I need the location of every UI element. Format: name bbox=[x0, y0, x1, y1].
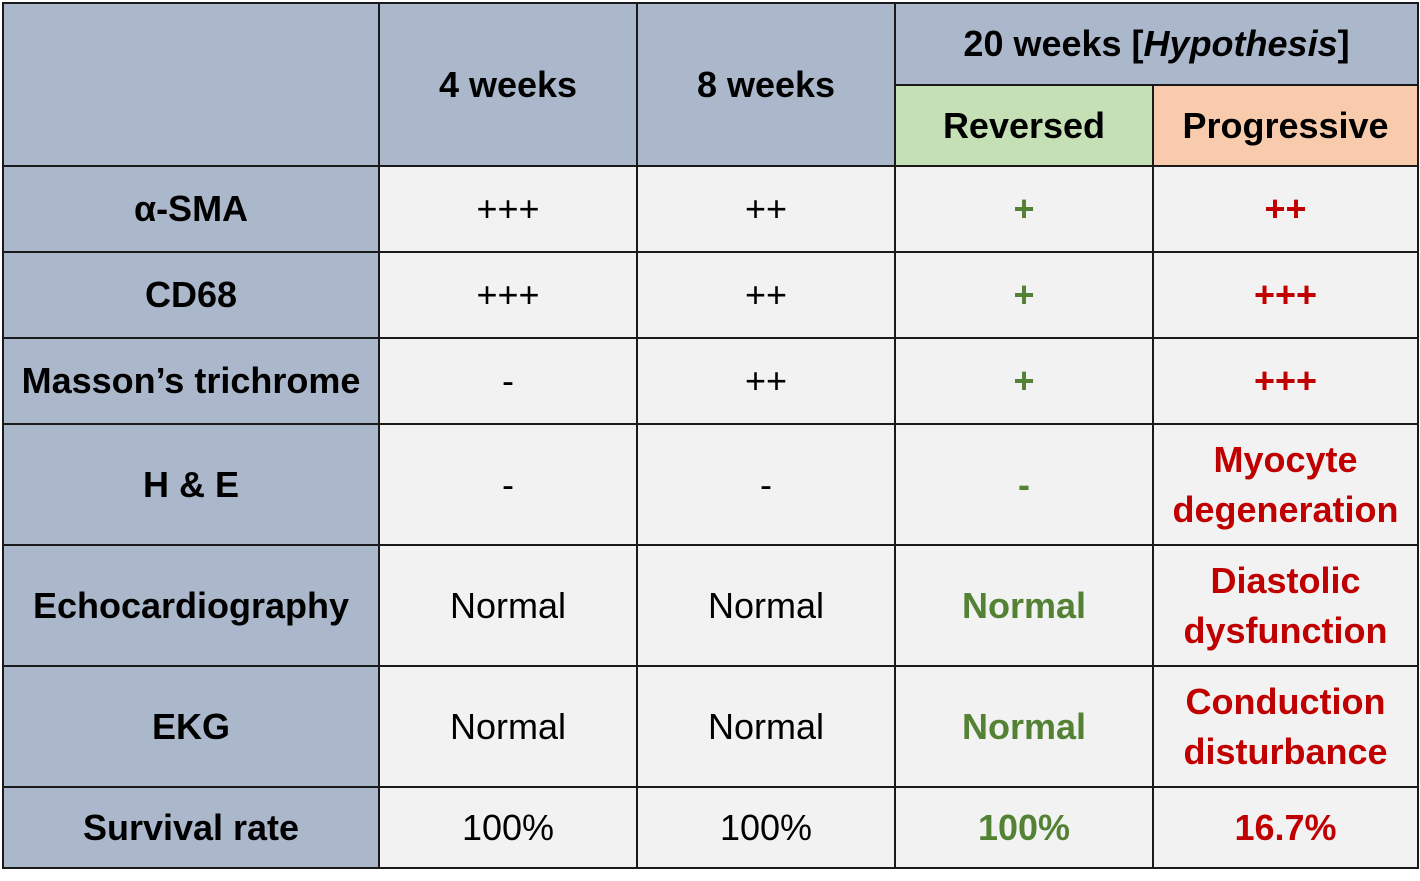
cell-8-weeks: Normal bbox=[636, 665, 896, 788]
cell-reversed: + bbox=[894, 337, 1154, 425]
cell-4-weeks: Normal bbox=[378, 544, 638, 667]
cell-4-weeks: - bbox=[378, 337, 638, 425]
cell-reversed: 100% bbox=[894, 786, 1154, 869]
cell-progressive: +++ bbox=[1151, 337, 1420, 425]
cell-progressive: Diastolic dysfunction bbox=[1151, 544, 1420, 667]
cell-4-weeks: +++ bbox=[378, 251, 638, 339]
cell-progressive-line1: Conduction bbox=[1185, 680, 1386, 722]
row-label-ekg: EKG bbox=[2, 665, 380, 788]
table-row: Masson’s trichrome - ++ + +++ bbox=[2, 337, 1420, 425]
cell-progressive: +++ bbox=[1151, 251, 1420, 339]
cell-8-weeks: ++ bbox=[636, 165, 896, 253]
header-4-weeks: 4 weeks bbox=[378, 2, 638, 167]
cell-4-weeks: 100% bbox=[378, 786, 638, 869]
cell-8-weeks: Normal bbox=[636, 544, 896, 667]
cell-8-weeks: 100% bbox=[636, 786, 896, 869]
table-row: α-SMA +++ ++ + ++ bbox=[2, 165, 1420, 253]
cell-4-weeks: Normal bbox=[378, 665, 638, 788]
row-label-masson: Masson’s trichrome bbox=[2, 337, 380, 425]
cell-reversed: + bbox=[894, 251, 1154, 339]
table-row: Echocardiography Normal Normal Normal Di… bbox=[2, 544, 1420, 667]
cell-progressive: Conduction disturbance bbox=[1151, 665, 1420, 788]
cell-4-weeks: - bbox=[378, 423, 638, 546]
cell-reversed: - bbox=[894, 423, 1154, 546]
cell-progressive: Myocyte degeneration bbox=[1151, 423, 1420, 546]
cell-progressive: 16.7% bbox=[1151, 786, 1420, 869]
row-label-asma: α-SMA bbox=[2, 165, 380, 253]
header-8-weeks: 8 weeks bbox=[636, 2, 896, 167]
table-row: CD68 +++ ++ + +++ bbox=[2, 251, 1420, 339]
cell-progressive-line2: disturbance bbox=[1183, 730, 1388, 772]
header-20-weeks-prefix: 20 weeks [ bbox=[963, 23, 1144, 64]
header-corner-cell bbox=[2, 2, 380, 167]
row-label-he: H & E bbox=[2, 423, 380, 546]
cell-8-weeks: - bbox=[636, 423, 896, 546]
header-20-weeks: 20 weeks [Hypothesis] bbox=[893, 2, 1420, 86]
row-label-cd68: CD68 bbox=[2, 251, 380, 339]
table-row: EKG Normal Normal Normal Conduction distu… bbox=[2, 665, 1420, 788]
table-row: Survival rate 100% 100% 100% 16.7% bbox=[2, 786, 1420, 869]
cell-progressive-line2: degeneration bbox=[1172, 488, 1399, 530]
cell-progressive-line2: dysfunction bbox=[1183, 609, 1388, 651]
cell-progressive-line1: Myocyte bbox=[1213, 438, 1358, 480]
header-row-top: 4 weeks 8 weeks 20 weeks [Hypothesis] bbox=[2, 2, 1420, 167]
cell-reversed: Normal bbox=[894, 544, 1154, 667]
header-20-weeks-suffix: ] bbox=[1337, 23, 1350, 64]
cell-reversed: + bbox=[894, 165, 1154, 253]
cell-progressive: ++ bbox=[1151, 165, 1420, 253]
cell-progressive-line1: Diastolic bbox=[1210, 559, 1361, 601]
row-label-echocardiography: Echocardiography bbox=[2, 544, 380, 667]
cell-reversed: Normal bbox=[894, 665, 1154, 788]
header-progressive: Progressive bbox=[1151, 84, 1420, 167]
cell-4-weeks: +++ bbox=[378, 165, 638, 253]
header-row-sub: Reversed Progressive bbox=[3, 84, 1420, 167]
cell-8-weeks: ++ bbox=[636, 251, 896, 339]
header-reversed: Reversed bbox=[894, 84, 1154, 167]
cell-8-weeks: ++ bbox=[636, 337, 896, 425]
row-label-survival: Survival rate bbox=[2, 786, 380, 869]
header-hypothesis: Hypothesis bbox=[1143, 23, 1338, 64]
table-row: H & E - - - Myocyte degeneration bbox=[2, 423, 1420, 546]
